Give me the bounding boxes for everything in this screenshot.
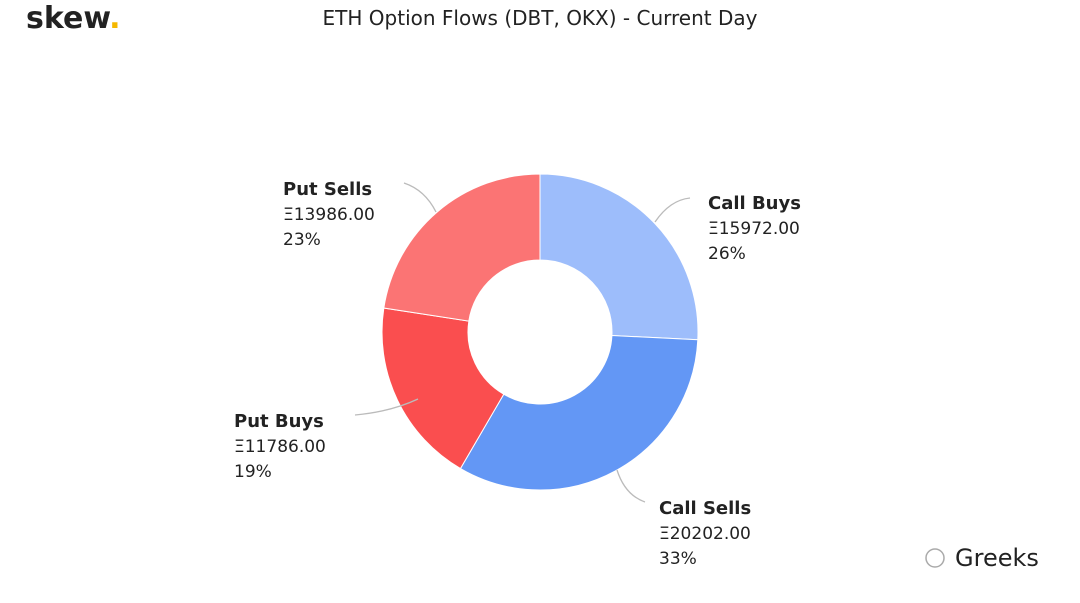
watermark-icon: [925, 548, 945, 568]
labels: Call Buys Ξ15972.00 26% Call Sells Ξ20202.00…: [234, 179, 801, 569]
connectors: [354, 182, 691, 503]
connector: [354, 398, 419, 416]
logo: skew.: [26, 1, 121, 36]
slice: [383, 173, 541, 322]
slice: [539, 173, 699, 341]
value-label: Ξ11786.00: [234, 437, 326, 457]
slice-name: Call Sells: [659, 498, 751, 519]
percent-label: 23%: [283, 230, 321, 250]
slice-name: Put Buys: [234, 411, 324, 432]
chart-title: ETH Option Flows (DBT, OKX) - Current Da…: [323, 6, 758, 30]
value-label: Ξ20202.00: [659, 524, 751, 544]
connector: [616, 469, 646, 503]
value-label: Ξ13986.00: [283, 205, 375, 225]
slice: [459, 335, 699, 491]
donut: [381, 173, 699, 491]
connector: [403, 182, 437, 213]
slice-name: Call Buys: [708, 193, 801, 214]
value-label: Ξ15972.00: [708, 219, 800, 239]
percent-label: 19%: [234, 462, 272, 482]
connector: [654, 197, 691, 223]
slice: [381, 307, 505, 470]
watermark: Greeks: [955, 544, 1039, 572]
slice-name: Put Sells: [283, 179, 372, 200]
logo-text: skew: [26, 1, 110, 36]
logo-dot: .: [109, 1, 120, 36]
percent-label: 33%: [659, 549, 697, 569]
percent-label: 26%: [708, 244, 746, 264]
